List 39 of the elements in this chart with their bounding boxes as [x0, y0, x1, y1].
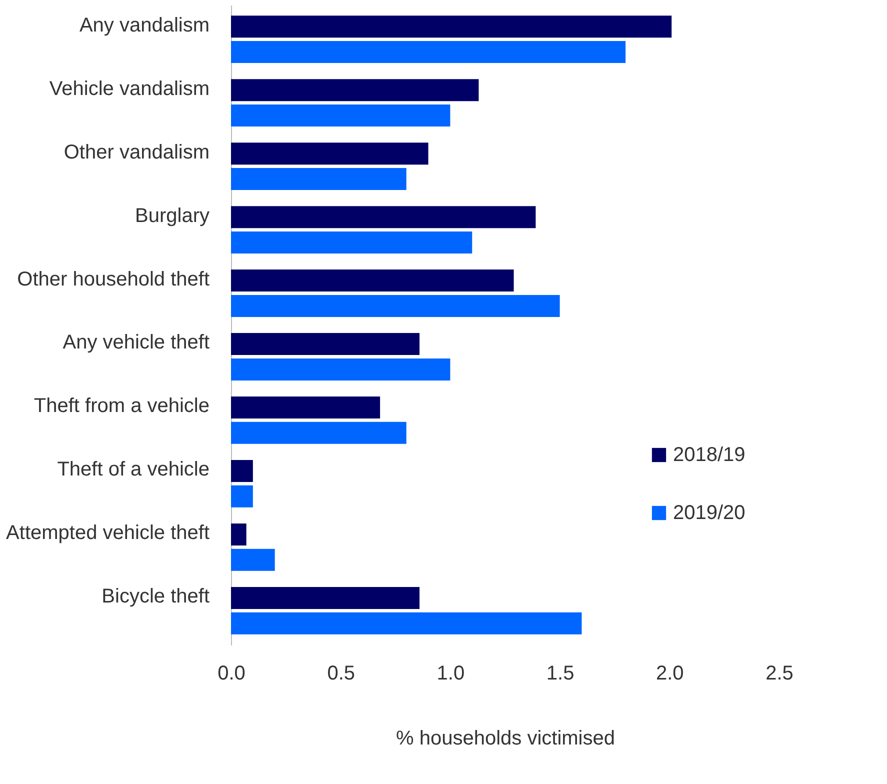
bar — [231, 231, 472, 254]
bar — [231, 294, 560, 317]
y-tick-label: Any vandalism — [79, 14, 210, 36]
bar — [231, 587, 420, 610]
x-tick-label: 0.0 — [218, 662, 246, 684]
bar — [231, 422, 406, 444]
bar — [231, 358, 450, 380]
x-tick-label: 1.5 — [546, 662, 574, 684]
bar — [231, 104, 450, 126]
bar — [231, 612, 582, 634]
x-tick-label: 1.0 — [436, 662, 465, 684]
bar — [231, 16, 672, 38]
y-tick-label: Any vehicle theft — [62, 332, 210, 354]
bar — [231, 206, 536, 228]
bar — [231, 524, 246, 546]
x-tick-label: 0.5 — [327, 662, 356, 684]
legend-label: 2019/20 — [673, 502, 746, 524]
y-tick-label: Vehicle vandalism — [49, 78, 210, 100]
bar — [231, 40, 626, 63]
bar — [231, 333, 420, 356]
y-tick-label: Theft from a vehicle — [34, 395, 210, 418]
y-tick-label: Attempted vehicle theft — [6, 522, 210, 544]
y-tick-label: Theft of a vehicle — [57, 458, 210, 481]
bar — [231, 79, 479, 102]
y-tick-label: Other household theft — [17, 268, 210, 290]
bar — [231, 460, 253, 482]
bar — [231, 270, 514, 292]
y-tick-label: Burglary — [135, 204, 210, 227]
x-tick-label: 2.0 — [656, 662, 684, 684]
bar — [231, 142, 428, 165]
x-tick-label: 2.5 — [766, 662, 794, 684]
y-tick-label: Bicycle theft — [102, 586, 210, 608]
bar — [231, 396, 380, 419]
bar — [231, 548, 275, 571]
bar — [231, 485, 253, 508]
bar — [231, 168, 406, 190]
y-tick-label: Other vandalism — [64, 141, 210, 164]
x-axis-title: % households victimised — [396, 728, 615, 750]
legend-label: 2018/19 — [673, 444, 746, 466]
